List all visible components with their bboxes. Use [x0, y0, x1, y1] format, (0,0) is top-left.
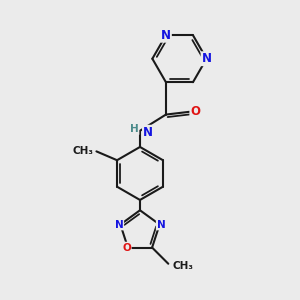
- Text: N: N: [161, 29, 171, 42]
- Text: N: N: [202, 52, 212, 65]
- Text: O: O: [122, 243, 131, 253]
- Text: N: N: [143, 126, 153, 139]
- Text: CH₃: CH₃: [73, 146, 94, 156]
- Text: H: H: [130, 124, 139, 134]
- Text: CH₃: CH₃: [173, 261, 194, 271]
- Text: N: N: [157, 220, 165, 230]
- Text: O: O: [190, 105, 200, 118]
- Text: N: N: [115, 220, 123, 230]
